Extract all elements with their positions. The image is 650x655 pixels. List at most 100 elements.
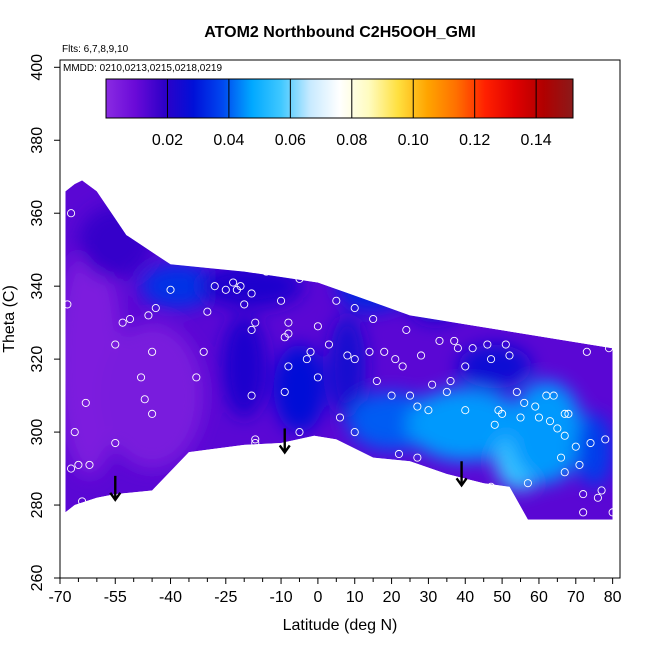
data-point — [203, 307, 212, 316]
data-point — [461, 362, 470, 371]
contour-field — [65, 180, 613, 520]
field-blob — [273, 344, 326, 433]
data-point — [247, 391, 256, 400]
data-point — [339, 267, 348, 276]
data-point — [560, 431, 569, 440]
x-tick-label: -10 — [269, 589, 292, 606]
plot-frame — [59, 59, 621, 579]
data-point — [520, 398, 529, 407]
data-point — [262, 267, 271, 276]
data-point — [523, 479, 532, 488]
field-blob — [200, 264, 304, 309]
field-blob — [222, 315, 267, 418]
x-tick-label: 60 — [530, 589, 548, 606]
data-point — [442, 387, 451, 397]
colorbar: 0.02 0.04 0.06 0.08 0.10 0.12 0.14 — [105, 78, 574, 149]
colorbar-tick-label: 0.02 — [152, 132, 183, 149]
field-blob — [509, 381, 584, 484]
flight-arrow — [109, 475, 122, 502]
y-tick-label: 320 — [29, 346, 46, 373]
data-point — [461, 406, 470, 415]
field-clip-group — [65, 180, 613, 520]
data-point — [372, 376, 381, 386]
x-tick-label: 70 — [567, 589, 585, 606]
x-tick-label: -70 — [48, 589, 71, 606]
data-point — [140, 395, 149, 404]
data-point — [376, 274, 385, 283]
x-tick-label: 0 — [313, 589, 322, 606]
data-point — [604, 344, 613, 353]
data-point — [534, 413, 543, 422]
data-point — [553, 424, 562, 433]
data-point — [582, 347, 591, 356]
data-point — [380, 347, 389, 356]
dates-annotation: MMDD: 0210,0213,0215,0218,0219 — [63, 63, 222, 74]
data-point — [402, 325, 411, 334]
data-point — [67, 464, 76, 473]
data-point — [324, 340, 333, 349]
data-point — [413, 453, 422, 462]
data-point — [549, 391, 558, 400]
data-point — [350, 355, 359, 364]
data-point — [70, 428, 79, 437]
data-point — [531, 402, 540, 411]
data-point — [85, 460, 94, 469]
x-tick-label: 20 — [383, 589, 401, 606]
x-tick-label: 50 — [493, 589, 511, 606]
colorbar-tick-label: 0.08 — [336, 132, 367, 149]
x-tick-label: 30 — [420, 589, 438, 606]
data-point — [284, 329, 293, 338]
x-tick-label: 40 — [456, 589, 474, 606]
data-point — [78, 497, 87, 506]
field-blob — [78, 205, 153, 279]
flight-arrow — [278, 428, 291, 455]
data-point — [394, 449, 403, 459]
data-point — [560, 468, 569, 477]
data-point — [498, 409, 507, 418]
y-tick-label: 280 — [29, 492, 46, 519]
data-point — [63, 300, 72, 309]
data-point — [545, 417, 555, 426]
data-point — [332, 296, 341, 305]
data-point — [343, 351, 352, 360]
colorbar-bar — [105, 78, 574, 119]
data-point — [365, 347, 374, 356]
data-point — [501, 340, 510, 349]
data-point — [247, 289, 256, 298]
data-point — [221, 285, 230, 294]
data-point — [512, 387, 521, 397]
data-point — [505, 351, 514, 360]
data-point — [350, 304, 359, 313]
data-point — [593, 493, 602, 502]
data-point — [391, 355, 400, 364]
data-point — [137, 373, 146, 382]
data-point — [111, 438, 120, 448]
data-point — [516, 413, 525, 422]
data-point — [490, 420, 499, 429]
data-point — [144, 311, 153, 320]
colorbar-tick-label: 0.12 — [459, 132, 490, 149]
data-point — [236, 282, 245, 291]
data-point — [247, 325, 256, 334]
data-point — [199, 347, 208, 356]
data-point — [597, 486, 606, 495]
data-point — [240, 300, 249, 309]
data-point — [579, 490, 588, 499]
x-tick-label: -40 — [159, 589, 182, 606]
data-point — [350, 428, 359, 437]
data-point — [475, 278, 485, 287]
data-point — [313, 373, 322, 382]
data-point — [67, 209, 76, 218]
data-point — [361, 271, 370, 280]
data-point — [487, 482, 496, 491]
data-point — [277, 296, 286, 305]
data-point — [358, 282, 367, 291]
data-point — [487, 355, 496, 364]
flights-annotation: Flts: 6,7,8,9,10 — [62, 44, 129, 55]
data-point — [564, 409, 573, 418]
data-point — [111, 340, 120, 349]
data-point — [295, 428, 304, 437]
y-axis-label: Theta (C) — [1, 285, 18, 353]
data-point — [557, 453, 566, 462]
